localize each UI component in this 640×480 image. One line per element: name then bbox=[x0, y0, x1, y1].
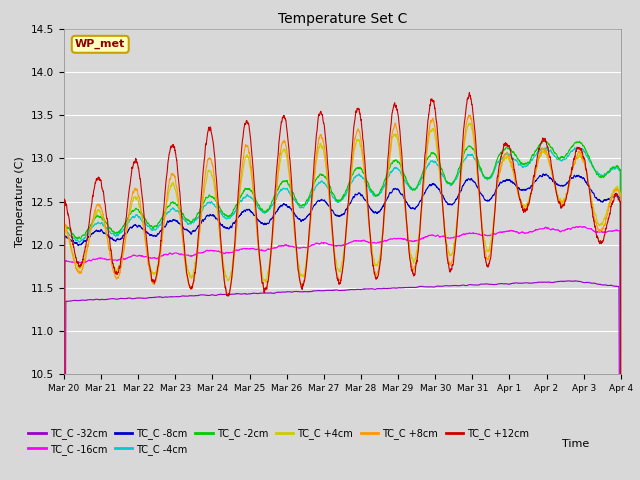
Legend: TC_C -32cm, TC_C -16cm, TC_C -8cm, TC_C -4cm, TC_C -2cm, TC_C +4cm, TC_C +8cm, T: TC_C -32cm, TC_C -16cm, TC_C -8cm, TC_C … bbox=[24, 424, 533, 459]
Text: WP_met: WP_met bbox=[75, 39, 125, 49]
Text: Time: Time bbox=[561, 439, 589, 449]
Y-axis label: Temperature (C): Temperature (C) bbox=[15, 156, 26, 247]
Title: Temperature Set C: Temperature Set C bbox=[278, 12, 407, 26]
